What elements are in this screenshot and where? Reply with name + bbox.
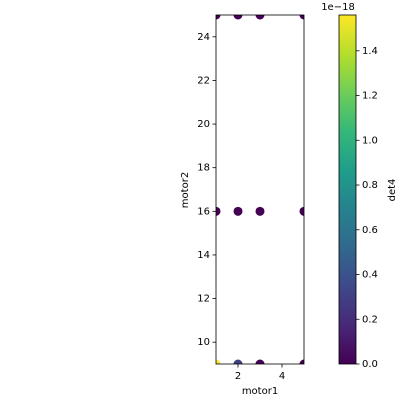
x-tick-label: 4 (279, 371, 285, 382)
point (233, 359, 243, 364)
point (216, 359, 221, 364)
colorbar-tick-label: 0.4 (362, 270, 378, 281)
colorbar-offset: 1e−18 (321, 2, 355, 13)
colorbar-tick-label: 0.8 (362, 180, 378, 191)
point (255, 206, 265, 216)
colorbar-tick-label: 0.6 (362, 225, 378, 236)
point (233, 206, 243, 216)
colorbar-tick-label: 1.4 (362, 46, 378, 57)
y-axis-label: motor2 (180, 172, 191, 208)
y-tick-label: 20 (197, 119, 210, 130)
point (216, 15, 221, 20)
colorbar-label: det4 (387, 179, 398, 202)
x-axis-label: motor1 (242, 386, 278, 397)
y-tick-label: 24 (197, 32, 210, 43)
y-tick-label: 18 (197, 163, 210, 174)
y-tick-label: 16 (197, 206, 210, 217)
colorbar-tick-label: 1.2 (362, 91, 378, 102)
plot-frame (215, 14, 305, 365)
point (233, 15, 243, 20)
y-tick-label: 22 (197, 75, 210, 86)
colorbar (338, 14, 357, 365)
point (299, 359, 304, 364)
point (216, 206, 221, 216)
colorbar-tick-label: 0.0 (362, 359, 378, 370)
point (255, 359, 265, 364)
colorbar-tick-label: 1.0 (362, 135, 378, 146)
y-tick-label: 12 (197, 294, 210, 305)
plot-area (216, 15, 304, 364)
y-tick-label: 10 (197, 337, 210, 348)
y-tick-label: 14 (197, 250, 210, 261)
point (299, 206, 304, 216)
points (216, 15, 304, 364)
colorbar-tick-label: 0.2 (362, 314, 378, 325)
x-tick-label: 2 (235, 371, 241, 382)
point (255, 15, 265, 20)
point (299, 15, 304, 20)
